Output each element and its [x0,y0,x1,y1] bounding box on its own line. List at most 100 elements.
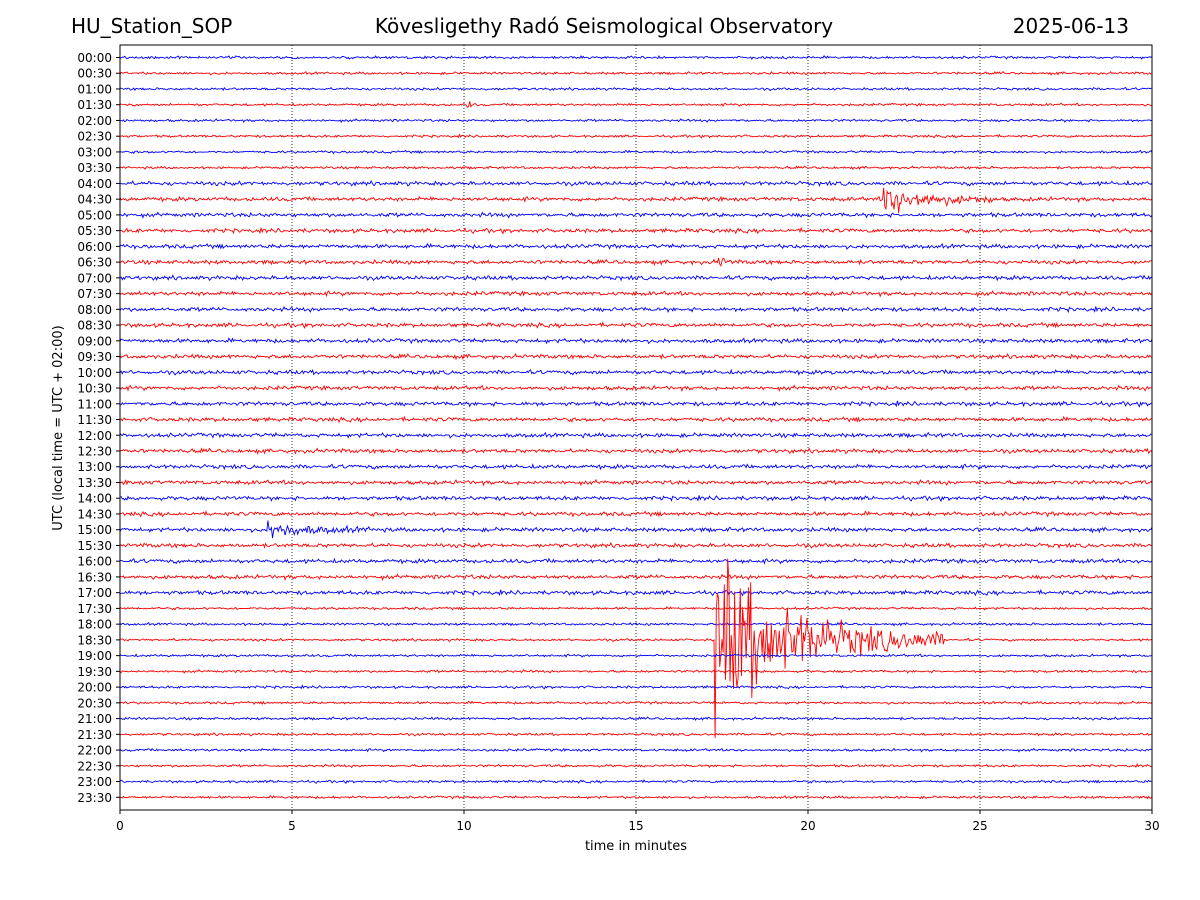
y-tick-label-06:00: 06:00 [77,240,112,254]
trace-09:30 [119,352,1153,361]
trace-18:00 [119,621,1153,627]
trace-23:30 [119,794,1153,800]
y-tick-label-03:30: 03:30 [77,161,112,175]
trace-04:30 [119,187,1153,214]
y-tick-label-00:30: 00:30 [77,67,112,81]
trace-02:30 [119,133,1153,139]
trace-12:30 [119,447,1153,456]
x-tick-label-5: 5 [288,819,296,833]
y-axis-label: UTC (local time = UTC + 02:00) [51,325,66,530]
y-tick-label-11:00: 11:00 [77,397,112,411]
trace-16:00 [119,557,1153,565]
y-tick-label-09:00: 09:00 [77,334,112,348]
y-tick-label-10:30: 10:30 [77,382,112,396]
trace-09:00 [119,337,1153,345]
trace-15:00 [119,520,1153,539]
y-tick-label-14:30: 14:30 [77,507,112,521]
trace-20:00 [119,684,1153,690]
trace-10:00 [119,368,1153,376]
trace-17:00 [119,588,1153,597]
y-tick-label-02:30: 02:30 [77,130,112,144]
y-tick-label-15:00: 15:00 [77,523,112,537]
y-tick-label-07:30: 07:30 [77,287,112,301]
trace-21:30 [119,732,1153,737]
y-tick-label-12:00: 12:00 [77,429,112,443]
trace-07:30 [119,290,1153,298]
y-tick-label-21:00: 21:00 [77,712,112,726]
trace-04:00 [120,179,1153,187]
y-tick-label-06:30: 06:30 [77,256,112,270]
chart-title: Kövesligethy Radó Seismological Observat… [374,14,834,38]
y-tick-label-03:00: 03:00 [77,145,112,159]
trace-22:00 [119,747,1152,753]
plot-area [120,45,1152,810]
y-tick-label-18:00: 18:00 [77,618,112,632]
y-tick-label-14:00: 14:00 [77,492,112,506]
trace-11:00 [119,400,1153,408]
y-tick-label-15:30: 15:30 [77,539,112,553]
y-tick-label-05:30: 05:30 [77,224,112,238]
trace-07:00 [119,274,1153,282]
y-tick-label-05:00: 05:00 [77,208,112,222]
plot-frame [119,44,1153,811]
station-name: HU_Station_SOP [71,14,233,38]
trace-22:30 [119,762,1153,769]
trace-03:00 [119,149,1153,155]
y-tick-label-08:00: 08:00 [77,303,112,317]
y-tick-label-00:00: 00:00 [77,51,112,65]
x-axis-label: time in minutes [585,839,687,854]
seismic-traces [119,54,1153,800]
x-tick-label-10: 10 [456,819,471,833]
y-tick-label-19:00: 19:00 [77,649,112,663]
trace-02:00 [119,118,1153,123]
trace-15:30 [119,541,1153,549]
trace-06:30 [119,257,1153,267]
x-axis: 0 5 10 15 20 25 30 [116,810,1160,833]
y-tick-label-19:30: 19:30 [77,665,112,679]
y-tick-label-04:30: 04:30 [77,193,112,207]
trace-05:00 [119,211,1153,219]
y-tick-label-11:30: 11:30 [77,413,112,427]
trace-08:00 [119,306,1153,313]
y-tick-label-09:30: 09:30 [77,350,112,364]
y-tick-label-13:30: 13:30 [77,476,112,490]
trace-11:30 [119,415,1153,424]
y-tick-label-23:30: 23:30 [77,791,112,805]
trace-03:30 [120,165,1153,171]
y-tick-label-16:00: 16:00 [77,555,112,569]
x-tick-label-30: 30 [1144,819,1159,833]
trace-23:00 [119,779,1153,785]
y-tick-label-17:00: 17:00 [77,586,112,600]
trace-14:00 [119,495,1153,503]
trace-10:30 [119,384,1153,393]
trace-00:00 [119,54,1153,61]
trace-18:30 [119,558,1153,739]
trace-21:00 [119,716,1153,721]
y-tick-label-22:00: 22:00 [77,744,112,758]
x-tick-label-15: 15 [628,819,643,833]
y-tick-label-12:30: 12:30 [77,445,112,459]
y-tick-label-17:30: 17:30 [77,602,112,616]
trace-19:30 [119,669,1153,674]
y-tick-label-22:30: 22:30 [77,759,112,773]
y-tick-label-01:00: 01:00 [77,82,112,96]
y-tick-label-02:00: 02:00 [77,114,112,128]
trace-17:30 [119,606,1153,611]
trace-00:30 [119,70,1153,76]
y-tick-label-13:00: 13:00 [77,460,112,474]
trace-01:30 [119,101,1153,108]
y-tick-label-23:00: 23:00 [77,775,112,789]
x-tick-label-20: 20 [800,819,815,833]
trace-16:30 [119,573,1153,581]
trace-14:30 [119,510,1153,518]
y-tick-label-20:00: 20:00 [77,681,112,695]
y-tick-label-07:00: 07:00 [77,271,112,285]
trace-12:00 [119,431,1153,439]
y-tick-label-20:30: 20:30 [77,696,112,710]
chart-date: 2025-06-13 [1012,14,1129,38]
x-tick-label-0: 0 [116,819,124,833]
y-tick-label-04:00: 04:00 [77,177,112,191]
trace-08:30 [119,321,1153,330]
